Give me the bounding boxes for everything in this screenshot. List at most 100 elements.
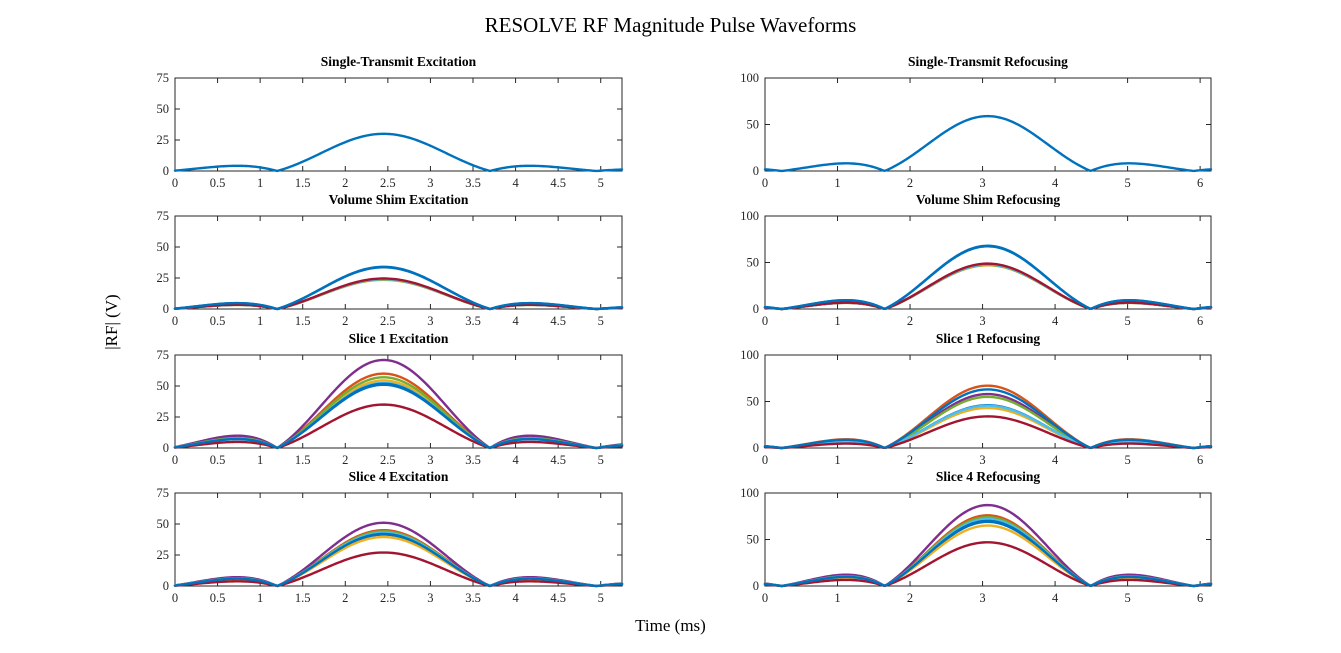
svg-text:4: 4: [512, 176, 519, 190]
svg-text:2: 2: [907, 591, 913, 605]
plot-canvas-slice-4-refocusing: 0 1 2 3 4 5 6 0 50 100: [740, 486, 1213, 605]
svg-text:75: 75: [157, 486, 170, 500]
svg-text:100: 100: [740, 209, 759, 223]
svg-text:3: 3: [979, 591, 985, 605]
subplot-title: Volume Shim Refocusing: [915, 192, 1061, 207]
svg-text:50: 50: [747, 118, 760, 132]
svg-text:1: 1: [834, 453, 840, 467]
subplot-slice-1-refocusing: Slice 1 Refocusing 0 1 2 3 4 5 6 0 50 100: [720, 329, 1225, 474]
svg-text:100: 100: [740, 348, 759, 362]
svg-text:3.5: 3.5: [465, 591, 481, 605]
svg-text:2.5: 2.5: [380, 176, 396, 190]
svg-text:0: 0: [163, 579, 169, 593]
svg-text:2.5: 2.5: [380, 314, 396, 328]
svg-text:3: 3: [427, 314, 433, 328]
plot-canvas-slice-1-refocusing: 0 1 2 3 4 5 6 0 50 100: [740, 348, 1213, 467]
svg-text:6: 6: [1197, 591, 1203, 605]
svg-text:1.5: 1.5: [295, 314, 311, 328]
svg-text:0.5: 0.5: [210, 314, 226, 328]
svg-text:0: 0: [172, 591, 178, 605]
svg-text:5: 5: [598, 591, 604, 605]
svg-text:3: 3: [979, 314, 985, 328]
subplot-title: Single-Transmit Refocusing: [908, 54, 1068, 69]
svg-text:4: 4: [1052, 453, 1059, 467]
subplot-title: Volume Shim Excitation: [328, 192, 469, 207]
svg-text:2: 2: [907, 453, 913, 467]
svg-text:4.5: 4.5: [550, 453, 566, 467]
svg-text:0: 0: [163, 164, 169, 178]
svg-text:25: 25: [157, 271, 170, 285]
svg-text:4: 4: [1052, 591, 1059, 605]
svg-text:1: 1: [257, 314, 263, 328]
svg-text:50: 50: [157, 240, 170, 254]
subplot-slice-4-refocusing: Slice 4 Refocusing 0 1 2 3 4 5 6 0 50 100: [720, 467, 1225, 612]
svg-text:75: 75: [157, 348, 170, 362]
svg-text:3.5: 3.5: [465, 314, 481, 328]
figure-title: RESOLVE RF Magnitude Pulse Waveforms: [484, 13, 857, 37]
subplot-volume-shim-excitation: Volume Shim Excitation 0 0.5 1 1.5 2 2.5 3 3.5 4…: [130, 190, 636, 335]
svg-text:0: 0: [753, 302, 759, 316]
subplot-single-transmit-refocusing: Single-Transmit Refocusing 0 1 2 3 4 5 6 0 50 100: [720, 52, 1225, 197]
svg-text:4.5: 4.5: [550, 314, 566, 328]
svg-text:4: 4: [1052, 314, 1059, 328]
svg-text:100: 100: [740, 486, 759, 500]
subplot-title: Slice 1 Excitation: [348, 331, 449, 346]
svg-text:2: 2: [907, 314, 913, 328]
svg-text:50: 50: [747, 533, 760, 547]
svg-text:0.5: 0.5: [210, 453, 226, 467]
svg-text:1: 1: [834, 591, 840, 605]
svg-text:0: 0: [172, 453, 178, 467]
svg-text:25: 25: [157, 410, 170, 424]
svg-text:5: 5: [1124, 314, 1130, 328]
subplot-title: Single-Transmit Excitation: [320, 54, 477, 69]
svg-text:75: 75: [157, 71, 170, 85]
svg-text:2: 2: [907, 176, 913, 190]
svg-text:0: 0: [753, 164, 759, 178]
subplot-title: Slice 1 Refocusing: [935, 331, 1041, 346]
svg-text:1: 1: [834, 176, 840, 190]
svg-text:3: 3: [427, 591, 433, 605]
svg-text:6: 6: [1197, 176, 1203, 190]
svg-text:5: 5: [1124, 453, 1130, 467]
svg-text:2: 2: [342, 314, 348, 328]
plot-canvas-volume-shim-refocusing: 0 1 2 3 4 5 6 0 50 100: [740, 209, 1213, 328]
svg-text:1: 1: [257, 453, 263, 467]
svg-text:0: 0: [753, 579, 759, 593]
svg-text:0.5: 0.5: [210, 591, 226, 605]
svg-text:5: 5: [598, 176, 604, 190]
svg-text:50: 50: [157, 379, 170, 393]
y-axis-label: |RF| (V): [102, 294, 121, 350]
svg-text:0: 0: [753, 441, 759, 455]
svg-text:0: 0: [172, 176, 178, 190]
svg-text:4.5: 4.5: [550, 176, 566, 190]
svg-text:100: 100: [740, 71, 759, 85]
svg-text:3: 3: [979, 453, 985, 467]
svg-text:50: 50: [157, 102, 170, 116]
svg-text:0: 0: [163, 302, 169, 316]
svg-text:50: 50: [157, 517, 170, 531]
svg-text:0.5: 0.5: [210, 176, 226, 190]
svg-text:0: 0: [762, 591, 768, 605]
svg-text:6: 6: [1197, 453, 1203, 467]
svg-text:1: 1: [834, 314, 840, 328]
svg-text:2: 2: [342, 453, 348, 467]
svg-text:50: 50: [747, 395, 760, 409]
svg-text:5: 5: [1124, 176, 1130, 190]
svg-text:6: 6: [1197, 314, 1203, 328]
svg-text:1.5: 1.5: [295, 591, 311, 605]
svg-text:1: 1: [257, 591, 263, 605]
svg-text:50: 50: [747, 256, 760, 270]
x-axis-label: Time (ms): [635, 616, 706, 635]
svg-text:2.5: 2.5: [380, 591, 396, 605]
svg-text:5: 5: [1124, 591, 1130, 605]
svg-text:4: 4: [512, 314, 519, 328]
svg-text:3.5: 3.5: [465, 453, 481, 467]
svg-text:2.5: 2.5: [380, 453, 396, 467]
svg-text:4: 4: [512, 453, 519, 467]
subplot-title: Slice 4 Refocusing: [935, 469, 1041, 484]
svg-text:1.5: 1.5: [295, 176, 311, 190]
subplot-single-transmit-excitation: Single-Transmit Excitation 0 0.5 1 1.5 2 2.5 3…: [130, 52, 636, 197]
